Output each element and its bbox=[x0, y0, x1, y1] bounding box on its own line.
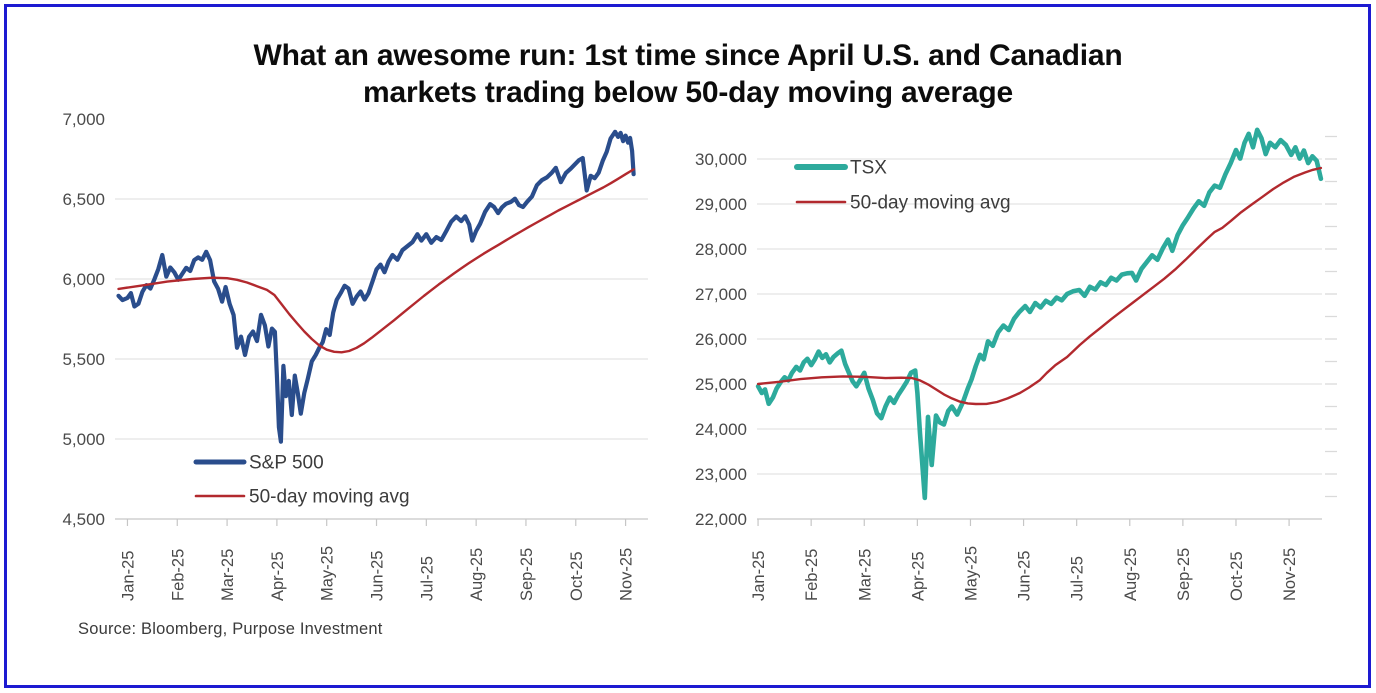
x-tick-label: Apr-25 bbox=[909, 551, 927, 601]
tsx-chart: Jan-25 Feb-25 Mar-25 Apr-25 May-25 Jun-25 Jul-… bbox=[695, 127, 1337, 601]
sp500-chart-series-1 bbox=[117, 168, 635, 354]
y-tick-label: 6,000 bbox=[62, 270, 105, 289]
y-tick-label: 28,000 bbox=[695, 240, 747, 259]
y-tick-label: 29,000 bbox=[695, 195, 747, 214]
sp500-chart-legend: S&P 500 50-day moving avg bbox=[193, 453, 410, 508]
y-tick-label: 25,000 bbox=[695, 375, 747, 394]
x-tick-label: Feb-25 bbox=[169, 549, 187, 601]
chart-title: What an awesome run: 1st time since Apri… bbox=[0, 37, 1376, 111]
y-tick-label: 6,500 bbox=[62, 190, 105, 209]
y-tick-label: 23,000 bbox=[695, 465, 747, 484]
x-tick-label: Feb-25 bbox=[803, 549, 821, 601]
x-tick-label: May-25 bbox=[319, 546, 337, 601]
source-note: Source: Bloomberg, Purpose Investment bbox=[78, 620, 383, 638]
x-tick-label: Sep-25 bbox=[518, 548, 536, 601]
y-tick-label: 30,000 bbox=[695, 150, 747, 169]
x-tick-label: Apr-25 bbox=[269, 551, 287, 601]
tsx-chart-x-axis: Jan-25 Feb-25 Mar-25 Apr-25 May-25 Jun-25 Jul-… bbox=[750, 518, 1322, 601]
y-tick-label: 5,000 bbox=[62, 430, 105, 449]
chart-title-line1: What an awesome run: 1st time since Apri… bbox=[253, 39, 1123, 72]
legend-label: S&P 500 bbox=[249, 453, 324, 474]
x-tick-label: Aug-25 bbox=[468, 548, 486, 601]
sp500-chart-gridlines bbox=[115, 198, 648, 440]
x-tick-label: Mar-25 bbox=[219, 549, 237, 601]
y-tick-label: 27,000 bbox=[695, 285, 747, 304]
sp500-chart-x-axis: Jan-25 Feb-25 Mar-25 Apr-25 May-25 Jun-25 Jul-… bbox=[115, 518, 648, 601]
tsx-chart-y-labels: 30,000 29,000 28,000 27,000 26,000 25,000 24,0… bbox=[695, 150, 747, 529]
tsx-chart-right-edge-ticks bbox=[1325, 135, 1337, 498]
sp500-chart: Jan-25 Feb-25 Mar-25 Apr-25 May-25 Jun-25 Jul-… bbox=[62, 110, 648, 601]
tsx-chart-legend: TSX 50-day moving avg bbox=[794, 158, 1011, 214]
y-tick-label: 24,000 bbox=[695, 420, 747, 439]
x-tick-label: Oct-25 bbox=[568, 551, 586, 601]
x-tick-label: Jan-25 bbox=[750, 551, 768, 601]
tsx-chart-series-1 bbox=[756, 166, 1323, 406]
tsx-chart-gridlines bbox=[757, 158, 1322, 475]
x-tick-label: Sep-25 bbox=[1175, 548, 1193, 601]
tsx-chart-series-0 bbox=[755, 127, 1324, 501]
x-tick-label: Nov-25 bbox=[618, 548, 636, 601]
x-tick-label: Jul-25 bbox=[1069, 556, 1087, 601]
x-tick-label: Nov-25 bbox=[1281, 548, 1299, 601]
x-tick-label: Mar-25 bbox=[856, 549, 874, 601]
y-tick-label: 7,000 bbox=[62, 110, 105, 129]
chart-title-line2: markets trading below 50-day moving aver… bbox=[363, 76, 1013, 109]
x-tick-label: Aug-25 bbox=[1122, 548, 1140, 601]
y-tick-label: 26,000 bbox=[695, 330, 747, 349]
x-tick-label: Jul-25 bbox=[418, 556, 436, 601]
sp500-chart-series-0 bbox=[116, 129, 636, 444]
y-tick-label: 5,500 bbox=[62, 350, 105, 369]
legend-label: 50-day moving avg bbox=[850, 193, 1011, 214]
legend-label: 50-day moving avg bbox=[249, 487, 410, 508]
y-tick-label: 4,500 bbox=[62, 510, 105, 529]
x-tick-label: Jun-25 bbox=[1016, 551, 1034, 601]
panel-border bbox=[4, 4, 1371, 688]
x-tick-label: Jun-25 bbox=[369, 551, 387, 601]
legend-label: TSX bbox=[850, 158, 887, 179]
x-tick-label: Oct-25 bbox=[1228, 551, 1246, 601]
sp500-chart-y-labels: 7,000 6,500 6,000 5,500 5,000 4,500 bbox=[62, 110, 105, 529]
y-tick-label: 22,000 bbox=[695, 510, 747, 529]
x-tick-label: May-25 bbox=[962, 546, 980, 601]
x-tick-label: Jan-25 bbox=[119, 551, 137, 601]
